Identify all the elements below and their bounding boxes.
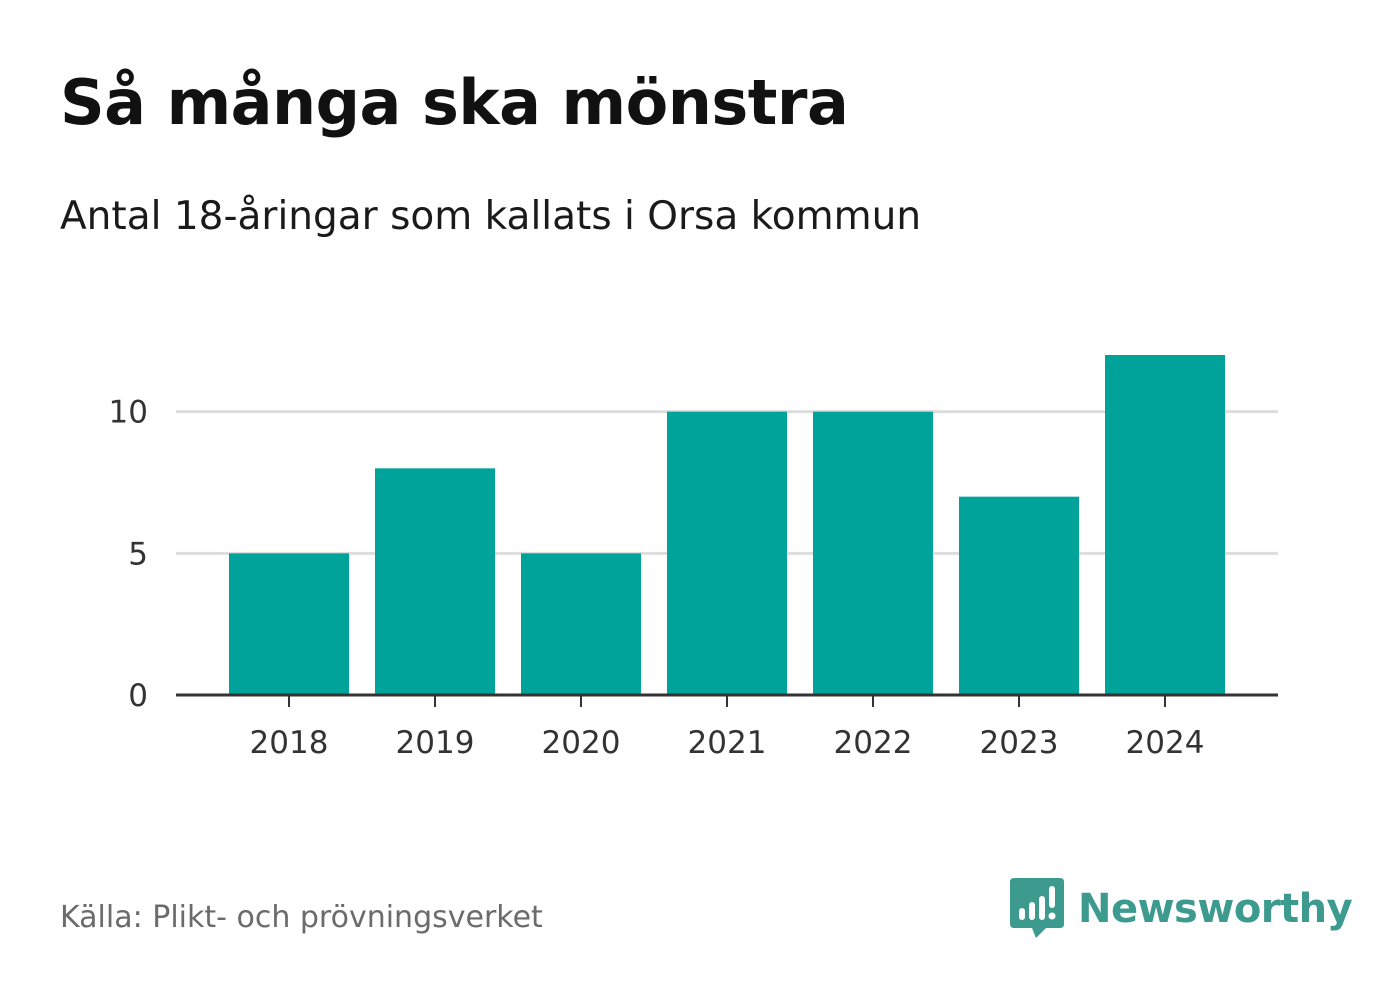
x-tick-label: 2019	[396, 725, 475, 761]
x-tick-label: 2023	[980, 725, 1059, 761]
x-tick-label: 2022	[834, 725, 913, 761]
y-tick-label: 0	[128, 678, 148, 714]
x-tick-label: 2021	[688, 725, 767, 761]
y-tick-label: 10	[109, 395, 148, 431]
axes: 0 5 10 2018 2019 2020 2021 2022 2023 2024	[109, 395, 1278, 761]
brand-name: Newsworthy	[1078, 886, 1353, 932]
bar	[229, 553, 349, 695]
bars	[229, 355, 1225, 695]
chart-title: Så många ska mönstra	[60, 66, 849, 139]
y-tick-label: 5	[128, 536, 148, 572]
chart-subtitle: Antal 18-åringar som kallats i Orsa komm…	[60, 194, 922, 239]
x-tick-label: 2020	[542, 725, 621, 761]
x-tick-label: 2018	[250, 725, 329, 761]
brand-logo: Newsworthy	[1010, 878, 1353, 940]
bar	[1105, 355, 1225, 695]
bar	[959, 496, 1079, 695]
bar	[375, 468, 495, 695]
bar-chart-icon	[1010, 878, 1064, 938]
x-tick-label: 2024	[1126, 725, 1205, 761]
bar	[667, 411, 787, 695]
bar	[521, 553, 641, 695]
source-note: Källa: Plikt- och prövningsverket	[60, 900, 543, 935]
bar	[813, 411, 933, 695]
